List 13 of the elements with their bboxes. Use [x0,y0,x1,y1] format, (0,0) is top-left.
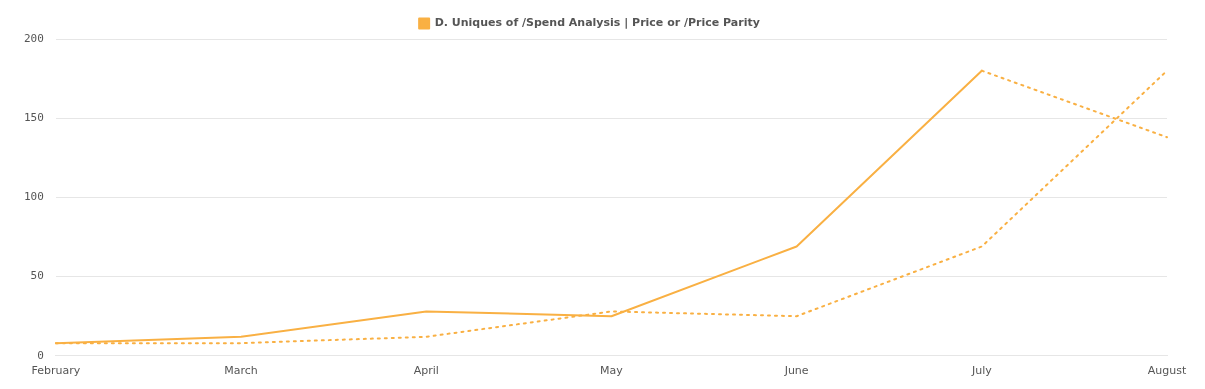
x-tick-label: April [413,364,439,378]
x-tick-label: July [970,364,993,378]
x-tick-label: May [600,364,624,378]
y-tick-label: 50 [30,269,44,283]
x-tick-label: August [1147,364,1187,378]
y-tick-label: 200 [23,31,44,45]
y-tick-label: 0 [37,348,44,362]
x-tick-label: February [31,364,81,378]
y-tick-label: 100 [23,190,44,204]
x-tick-label: March [224,364,258,378]
legend-label: D. Uniques of /Spend Analysis | Price or /Price Parity [434,16,760,30]
x-tick-label: June [783,364,809,378]
y-tick-label: 150 [23,111,44,125]
